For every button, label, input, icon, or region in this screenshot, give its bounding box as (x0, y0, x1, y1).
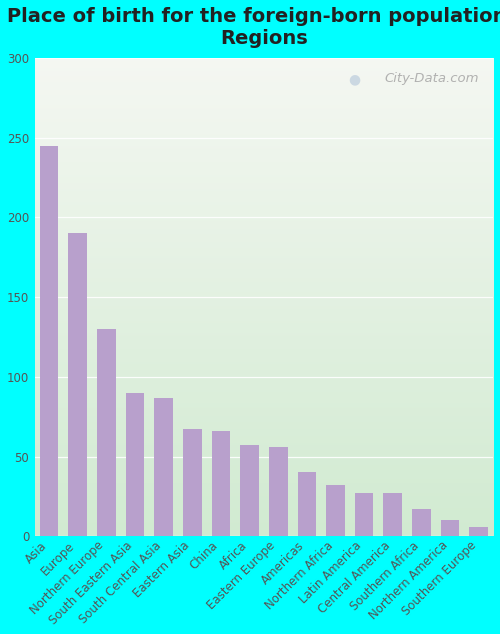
Bar (68, 233, 87, 536)
Bar (126, 392, 144, 536)
Bar (212, 431, 230, 536)
Bar (240, 445, 259, 536)
Bar (183, 429, 202, 536)
Bar (269, 447, 287, 536)
Bar (384, 493, 402, 536)
Bar (412, 509, 431, 536)
Title: Place of birth for the foreign-born population -
Regions: Place of birth for the foreign-born popu… (7, 7, 500, 48)
Bar (97, 329, 116, 536)
Text: ●: ● (348, 72, 360, 86)
Bar (441, 521, 460, 536)
Text: City-Data.com: City-Data.com (385, 72, 480, 85)
Bar (326, 485, 345, 536)
Bar (470, 527, 488, 536)
Bar (298, 472, 316, 536)
Bar (40, 146, 58, 536)
Bar (154, 398, 173, 536)
Bar (355, 493, 374, 536)
